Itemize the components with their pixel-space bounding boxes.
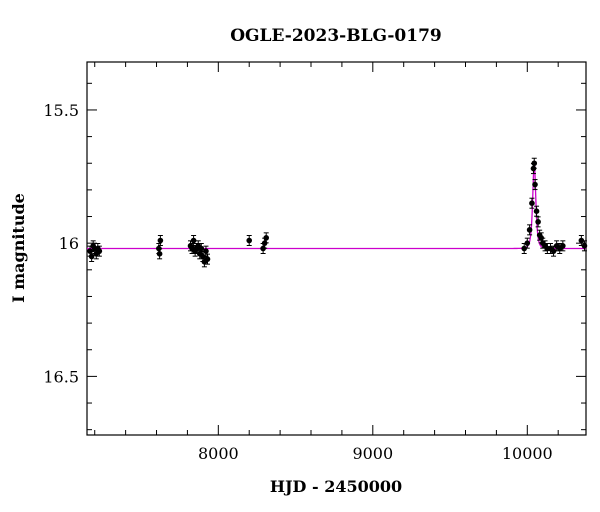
data-point: [578, 237, 585, 244]
data-point: [532, 181, 538, 188]
data-point: [263, 235, 270, 241]
data-point: [246, 237, 253, 244]
data-point: [521, 245, 528, 252]
data-point: [531, 160, 538, 167]
data-point: [204, 256, 211, 262]
data-point: [96, 248, 103, 254]
model-curve-group: [87, 163, 586, 250]
data-point: [526, 227, 533, 233]
data-point: [190, 237, 197, 244]
data-point: [533, 208, 540, 214]
data-point: [88, 253, 95, 260]
data-point: [535, 219, 541, 225]
x-tick-label: 10000: [502, 444, 553, 463]
x-axis-label: HJD - 2450000: [270, 477, 402, 496]
data-point: [581, 243, 588, 249]
data-points-group: [87, 157, 588, 268]
data-point: [524, 240, 531, 246]
y-tick-label: 16.5: [43, 367, 79, 386]
y-tick-label: 15.5: [43, 101, 79, 120]
y-axis-label: I magnitude: [9, 193, 28, 303]
x-tick-label: 9000: [352, 444, 393, 463]
data-point: [550, 248, 557, 254]
data-point: [156, 251, 163, 257]
chart-title: OGLE-2023-BLG-0179: [230, 26, 442, 46]
data-point: [560, 243, 566, 249]
data-point: [157, 237, 164, 244]
data-point: [198, 245, 205, 252]
data-point: [203, 248, 209, 254]
data-point: [529, 200, 535, 207]
model-curve-line: [87, 163, 586, 250]
x-tick-label: 8000: [198, 444, 239, 463]
axis-ticks: 8000 9000 10000 15.5 16 16.5: [43, 62, 586, 463]
y-tick-label: 16: [59, 234, 79, 253]
